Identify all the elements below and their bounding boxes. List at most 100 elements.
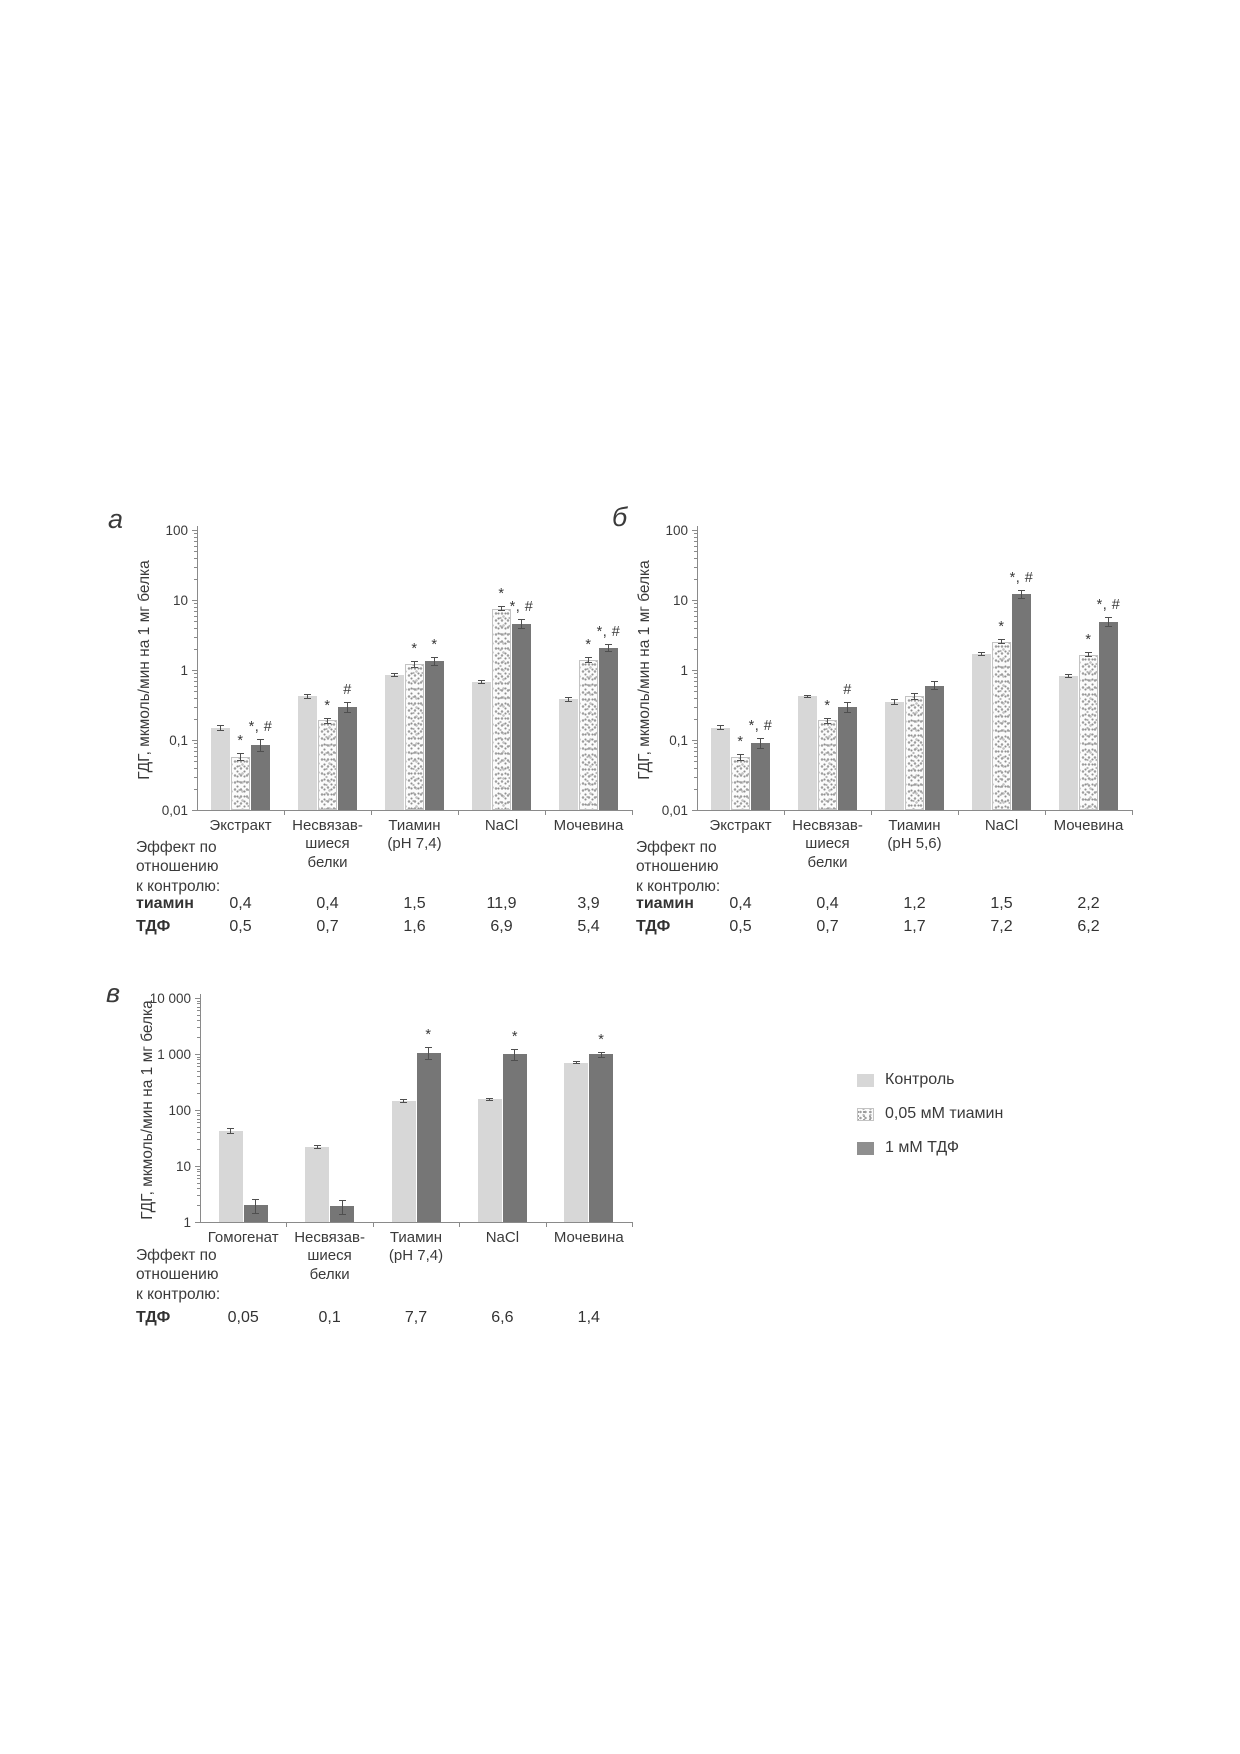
bar-control-3 xyxy=(477,1099,502,1222)
tdf-swatch xyxy=(857,1141,874,1155)
y-minor-tick xyxy=(194,606,197,608)
y-minor-tick xyxy=(197,1056,200,1058)
effect-row-label: тиамин xyxy=(636,895,694,912)
effect-value: 0,7 xyxy=(316,918,339,935)
y-minor-tick xyxy=(194,540,197,542)
sig-marker: * xyxy=(598,1031,605,1048)
effect-value: 3,9 xyxy=(577,895,600,912)
legend-label: 1 мМ ТДФ xyxy=(885,1139,960,1156)
errorbar-tdf-0 xyxy=(252,1198,260,1214)
effect-value: 1,4 xyxy=(577,1309,600,1326)
bar-control-4 xyxy=(559,699,578,810)
errorbar-tdf-4 xyxy=(597,1051,605,1058)
effect-value: 1,6 xyxy=(403,918,426,935)
x-tick xyxy=(1045,810,1046,815)
bar-tdf-0 xyxy=(251,744,270,810)
effect-value: 1,7 xyxy=(903,918,926,935)
effect-value: 7,7 xyxy=(404,1309,428,1326)
x-tick xyxy=(632,1222,633,1227)
x-tick xyxy=(545,810,546,815)
y-minor-tick xyxy=(694,750,697,752)
y-minor-tick xyxy=(197,1126,200,1128)
x-tick xyxy=(458,810,459,815)
bar-control-1 xyxy=(798,696,817,810)
y-minor-tick xyxy=(197,1014,200,1016)
legend-item-thiamine: 0,05 мМ тиамин xyxy=(857,1106,1003,1122)
x-tick xyxy=(284,810,285,815)
legend-item-tdf: 1 мМ ТДФ xyxy=(857,1140,959,1156)
x-axis-line xyxy=(197,810,633,811)
y-minor-tick xyxy=(194,648,197,650)
sig-marker: * xyxy=(585,636,592,653)
y-minor-tick xyxy=(197,1168,200,1170)
y-minor-tick xyxy=(194,603,197,605)
errorbar-control-1 xyxy=(304,694,311,699)
errorbar-tdf-1 xyxy=(344,701,351,713)
y-tick-label: 1 xyxy=(680,663,688,678)
y-tick-label: 0,01 xyxy=(661,803,688,818)
y-major-tick xyxy=(692,740,697,741)
y-minor-tick xyxy=(694,636,697,638)
y-minor-tick xyxy=(197,1139,200,1141)
y-minor-tick xyxy=(197,1122,200,1124)
y-major-tick xyxy=(692,670,697,671)
sig-marker: * xyxy=(411,641,418,657)
bar-tdf-3 xyxy=(502,1054,527,1222)
x-tick xyxy=(545,1222,547,1227)
sig-marker: *, # xyxy=(596,624,621,641)
x-tick xyxy=(958,810,959,815)
y-minor-tick xyxy=(197,1003,200,1005)
y-minor-tick xyxy=(197,1059,200,1061)
y-minor-tick xyxy=(197,1132,200,1134)
y-minor-tick xyxy=(694,676,697,678)
effect-header: Эффект по отношению к контролю: xyxy=(136,1247,221,1303)
y-minor-tick xyxy=(197,1076,200,1078)
y-minor-tick xyxy=(197,1115,200,1117)
errorbar-tdf-2 xyxy=(431,656,438,666)
y-major-tick xyxy=(195,1054,200,1055)
y-minor-tick xyxy=(197,1027,200,1029)
y-minor-tick xyxy=(694,648,697,650)
bar-control-4 xyxy=(1059,676,1078,810)
y-minor-tick xyxy=(194,627,197,629)
y-tick-label: 1 xyxy=(183,1215,191,1230)
bar-tdf-4 xyxy=(599,648,618,810)
y-minor-tick xyxy=(694,706,697,708)
errorbar-tdf-1 xyxy=(338,1200,346,1216)
sig-marker: * xyxy=(498,586,505,603)
y-minor-tick xyxy=(694,621,697,623)
y-minor-tick xyxy=(694,746,697,748)
bar-tdf-0 xyxy=(751,743,770,810)
sig-marker: *, # xyxy=(509,599,534,616)
y-major-tick xyxy=(192,600,197,601)
y-tick-label: 100 xyxy=(168,1103,191,1118)
bar-thiamine-1 xyxy=(818,720,837,810)
errorbar-tdf-0 xyxy=(757,738,764,750)
y-tick-label: 100 xyxy=(165,523,188,538)
effect-value: 2,2 xyxy=(1077,895,1100,912)
effect-row-label: ТДФ xyxy=(136,1309,171,1326)
y-axis-line xyxy=(197,526,198,811)
y-axis-line xyxy=(200,994,201,1223)
bar-thiamine-4 xyxy=(579,659,598,810)
effect-value: 0,7 xyxy=(816,918,839,935)
y-tick-label: 100 xyxy=(665,523,688,538)
bar-thiamine-2 xyxy=(905,696,924,810)
y-minor-tick xyxy=(694,578,697,580)
y-minor-tick xyxy=(694,776,697,778)
y-minor-tick xyxy=(197,1066,200,1068)
errorbar-tdf-2 xyxy=(425,1047,432,1060)
y-minor-tick xyxy=(194,680,197,682)
errorbar-control-0 xyxy=(717,725,724,731)
errorbar-tdf-3 xyxy=(511,1048,519,1061)
errorbar-control-3 xyxy=(486,1097,494,1102)
y-minor-tick xyxy=(197,1083,200,1085)
errorbar-thiamine-3 xyxy=(998,639,1005,645)
bar-tdf-1 xyxy=(330,1206,355,1222)
bar-tdf-4 xyxy=(1099,621,1118,810)
y-minor-tick xyxy=(194,718,197,720)
y-minor-tick xyxy=(197,1182,200,1184)
category-label: NaCl xyxy=(485,1229,520,1246)
y-tick-label: 0,1 xyxy=(169,733,188,748)
